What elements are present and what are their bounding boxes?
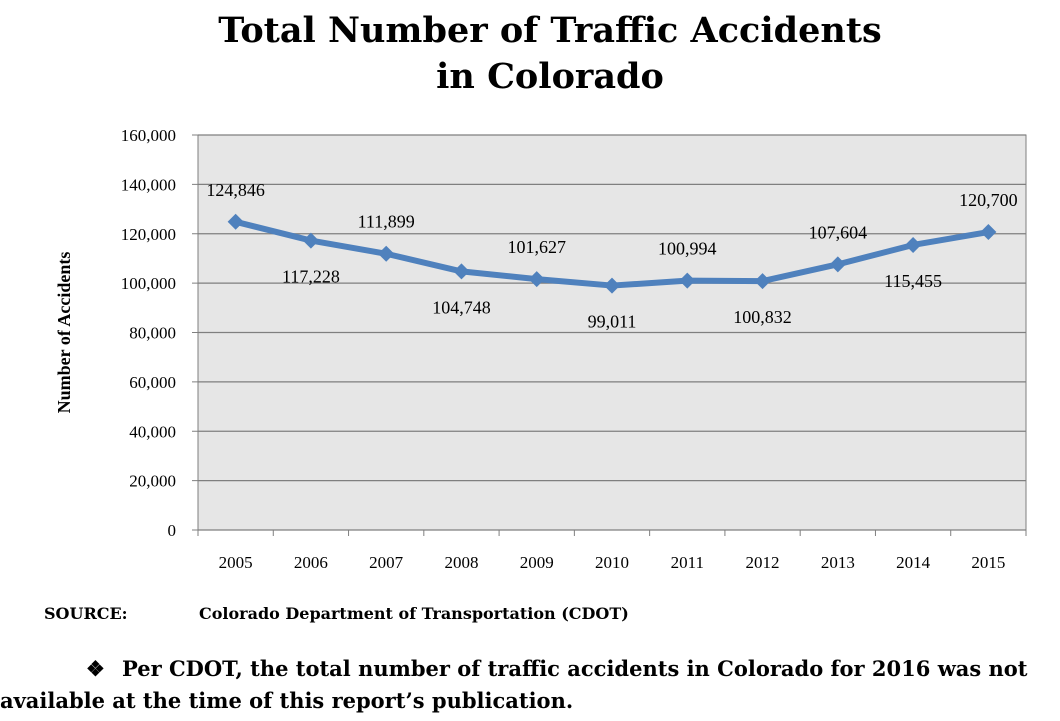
y-tick-label: 120,000 [121,225,176,244]
data-marker [754,273,771,290]
x-tick-label: 2014 [896,553,931,572]
x-axis-ticks: 2005 2006 2007 2008 2009 2010 2011 2012 2013 2014… [197,530,1027,572]
y-tick-label: 0 [168,521,177,540]
x-tick-label: 2011 [671,553,704,572]
data-label: 100,832 [733,307,792,327]
data-label: 124,846 [206,180,265,200]
x-tick-label: 2006 [294,553,328,572]
x-tick-label: 2008 [444,553,478,572]
y-tick-label: 60,000 [129,373,176,392]
data-labels: 124,846 117,228 111,899 104,748 101,627 99,01… [206,180,1017,332]
y-tick-label: 140,000 [121,175,176,194]
y-tick-label: 80,000 [129,324,176,343]
data-label: 120,700 [959,190,1018,210]
y-tick-label: 100,000 [121,274,176,293]
x-tick-label: 2012 [746,553,780,572]
data-label: 101,627 [507,237,566,257]
y-axis-ticks: 0 20,000 40,000 60,000 80,000 100,000 120,000 1… [121,126,198,540]
footnote-line1: Per CDOT, the total number of traffic ac… [122,656,1028,681]
x-tick-label: 2015 [971,553,1005,572]
data-label: 100,994 [658,239,717,259]
data-label: 99,011 [588,312,637,332]
x-tick-label: 2007 [369,553,404,572]
y-tick-label: 40,000 [129,422,176,441]
chart-title-line1: Total Number of Traffic Accidents [218,10,882,51]
x-tick-label: 2010 [595,553,629,572]
data-marker [829,256,846,273]
x-tick-label: 2013 [821,553,855,572]
gridlines [198,134,1026,531]
data-marker [604,277,620,294]
line-chart: 0 20,000 40,000 60,000 80,000 100,000 120,000 1… [54,126,1027,572]
data-marker [227,213,244,230]
data-marker [905,236,922,253]
data-label: 107,604 [809,222,868,242]
source-label: SOURCE: [44,604,128,623]
data-marker [528,271,545,288]
x-tick-label: 2005 [219,553,253,572]
source-text: Colorado Department of Transportation (C… [199,604,629,623]
data-marker [378,245,395,262]
data-label: 104,748 [432,297,491,317]
data-label: 111,899 [358,212,415,232]
chart-title: Total Number of Traffic Accidents in Col… [0,8,1060,100]
diamond-bullet-icon: ❖ [86,656,105,681]
data-marker [980,224,997,241]
data-label: 115,455 [884,271,942,291]
footnote-line2: available at the time of this report’s p… [0,688,574,713]
footnote: ❖ Per CDOT, the total number of traffic … [0,653,1036,717]
data-marker [302,232,319,249]
y-tick-label: 160,000 [121,126,176,145]
data-markers [227,213,997,294]
data-marker [679,272,696,289]
data-marker [453,263,470,280]
chart-title-line2: in Colorado [436,56,664,97]
data-label: 117,228 [282,267,340,287]
y-tick-label: 20,000 [129,472,176,491]
x-tick-label: 2009 [520,553,554,572]
y-axis-label: Number of Accidents [54,252,74,414]
